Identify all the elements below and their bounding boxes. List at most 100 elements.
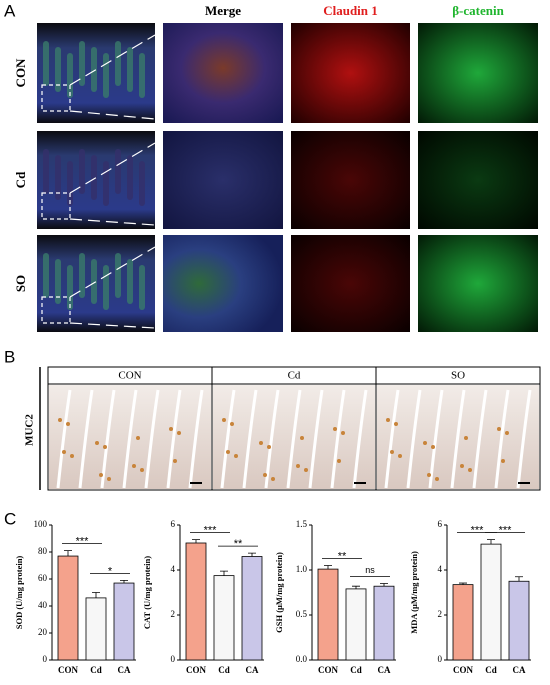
goblet-cell — [337, 459, 341, 463]
goblet-cell — [58, 418, 62, 422]
y-tick-label: 6 — [171, 519, 176, 529]
error-bar — [324, 565, 332, 570]
villus — [55, 259, 61, 304]
error-bar — [487, 539, 495, 545]
zoom-line — [69, 246, 156, 298]
column-header: Cd — [288, 370, 301, 382]
significance-label: *** — [471, 525, 485, 537]
goblet-cell — [169, 427, 173, 431]
villus — [78, 389, 94, 489]
x-tick-label: CON — [453, 665, 474, 675]
error-bar — [192, 539, 200, 543]
goblet-cell — [505, 431, 509, 435]
error-bar — [120, 579, 128, 584]
y-axis-label: GSH (μM/mg protein) — [274, 552, 284, 633]
goblet-cell — [435, 477, 439, 481]
villus — [91, 155, 97, 200]
goblet-cell — [62, 450, 66, 454]
error-bar — [352, 585, 360, 589]
villus — [242, 389, 258, 489]
villus — [494, 389, 510, 489]
y-tick-label: 0.0 — [296, 654, 308, 664]
goblet-cell — [173, 459, 177, 463]
frame — [47, 366, 541, 491]
villus — [127, 155, 133, 200]
y-tick-label: 6 — [438, 519, 443, 529]
goblet-cell — [460, 464, 464, 468]
goblet-cell — [177, 431, 181, 435]
goblet-cell — [70, 454, 74, 458]
y-tick-label: 4 — [171, 564, 176, 574]
villus — [139, 53, 145, 98]
bar — [57, 555, 79, 661]
goblet-cell — [267, 445, 271, 449]
micrograph — [291, 131, 410, 229]
bar — [345, 588, 367, 661]
error-bar — [459, 582, 467, 585]
error-bar — [92, 592, 100, 598]
goblet-cell — [394, 422, 398, 426]
goblet-cell — [398, 454, 402, 458]
error-bar — [380, 583, 388, 587]
villus — [43, 149, 49, 194]
bar — [213, 575, 235, 661]
column-header: Merge — [205, 3, 241, 18]
column-header: β-catenin — [452, 3, 504, 18]
significance-label: ** — [338, 550, 347, 562]
villus — [144, 389, 160, 489]
x-tick-label: Cd — [90, 665, 102, 675]
row-label: MUC2 — [24, 414, 36, 446]
error-bar — [220, 570, 228, 576]
villus — [43, 41, 49, 86]
villus — [100, 389, 116, 489]
x-tick-label: CON — [186, 665, 207, 675]
villus — [103, 161, 109, 206]
x-tick-label: CON — [58, 665, 79, 675]
micrograph — [418, 131, 538, 229]
goblet-cell — [99, 473, 103, 477]
micrograph — [291, 23, 410, 123]
micrograph — [163, 235, 283, 332]
bar — [480, 543, 502, 661]
y-tick-label: 4 — [438, 564, 443, 574]
micrograph — [418, 235, 538, 332]
micrograph — [163, 131, 283, 229]
villus — [56, 389, 72, 489]
significance-label: ** — [234, 538, 243, 550]
villus — [139, 161, 145, 206]
bar — [185, 542, 207, 661]
villus — [127, 259, 133, 304]
significance-label: *** — [499, 525, 513, 537]
villus — [43, 253, 49, 298]
y-tick-label: 2 — [438, 609, 443, 619]
roi-box — [41, 192, 71, 220]
goblet-cell — [386, 418, 390, 422]
goblet-cell — [304, 468, 308, 472]
micrograph — [163, 23, 283, 123]
micrograph — [418, 23, 538, 123]
goblet-cell — [271, 477, 275, 481]
y-tick-label: 80 — [38, 546, 48, 556]
goblet-cell — [390, 450, 394, 454]
y-tick-label: 100 — [34, 519, 48, 529]
villus — [115, 253, 121, 298]
goblet-cell — [431, 445, 435, 449]
goblet-cell — [263, 473, 267, 477]
bar — [113, 582, 135, 661]
roi-box — [41, 296, 71, 324]
goblet-cell — [259, 441, 263, 445]
micrograph — [291, 235, 410, 332]
y-tick-label: 60 — [38, 573, 48, 583]
row-label: SO — [13, 275, 28, 292]
zoom-line — [69, 322, 156, 329]
y-tick-label: 2 — [171, 609, 176, 619]
goblet-cell — [103, 445, 107, 449]
goblet-cell — [300, 436, 304, 440]
y-axis-label: SOD (U/mg protein) — [14, 556, 24, 630]
villus — [308, 389, 324, 489]
goblet-cell — [230, 422, 234, 426]
villus — [103, 265, 109, 310]
x-tick-label: CA — [378, 665, 391, 675]
villus — [450, 389, 466, 489]
